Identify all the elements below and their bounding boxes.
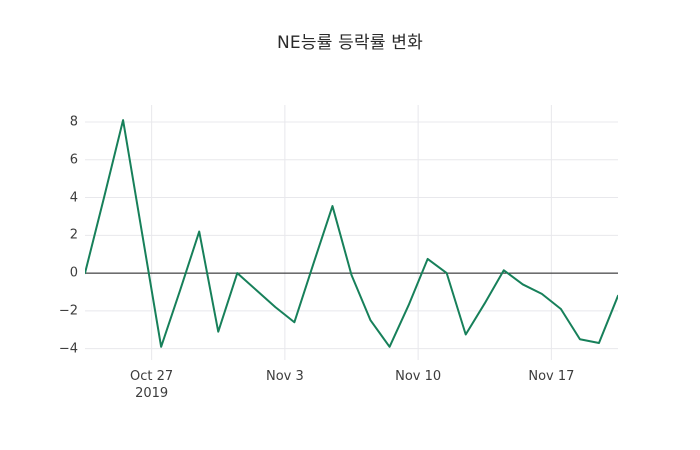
chart-title: NE능률 등락률 변화	[277, 33, 423, 53]
x-tick-label-line1: Nov 10	[395, 369, 442, 384]
y-tick-label: 8	[69, 114, 78, 130]
x-tick-label: Nov 3	[266, 368, 304, 385]
y-tick-label: −2	[58, 303, 78, 319]
y-axis-tick-labels: 8 6 4 2 0 −2 −4	[0, 105, 78, 360]
data-series-line	[85, 119, 618, 348]
vertical-gridlines	[151, 105, 552, 360]
horizontal-gridlines	[85, 121, 618, 350]
x-tick-label: Nov 17	[528, 368, 574, 385]
x-tick-label-line1: Nov 3	[265, 369, 304, 384]
x-tick-label-line1: Nov 17	[528, 369, 575, 384]
x-tick-label: Nov 10	[395, 368, 441, 385]
y-tick-label: 2	[69, 227, 78, 243]
y-tick-label: −4	[58, 341, 78, 357]
plot-area	[85, 105, 618, 360]
x-tick-label-line1: Oct 27	[130, 369, 174, 384]
x-tick-label: Oct 27 2019	[130, 368, 173, 402]
y-tick-label: 4	[69, 190, 78, 206]
y-tick-label: 0	[69, 265, 78, 281]
x-axis-tick-labels: Oct 27 2019 Nov 3 Nov 10 Nov 17	[0, 368, 700, 428]
line-chart-svg	[85, 105, 618, 360]
y-tick-label: 6	[69, 152, 78, 168]
x-tick-label-line2: 2019	[135, 386, 169, 401]
